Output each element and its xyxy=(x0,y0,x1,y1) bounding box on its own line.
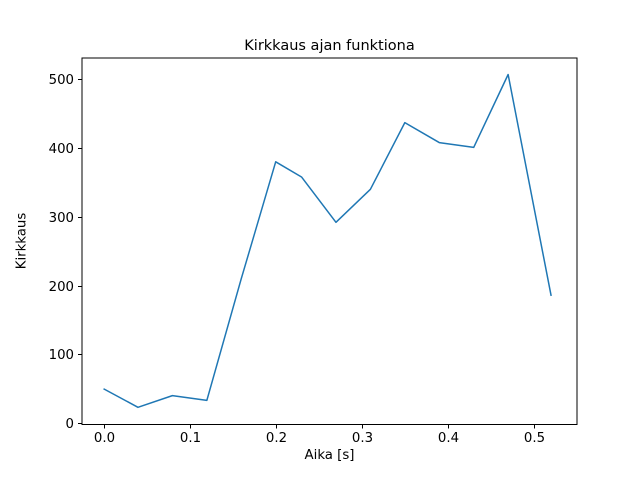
x-tick-label: 0.4 xyxy=(438,431,459,446)
x-tick-label: 0.5 xyxy=(524,431,545,446)
y-tick-label: 300 xyxy=(49,211,74,226)
x-tick-label: 0.2 xyxy=(266,431,287,446)
axes-spines xyxy=(81,57,578,425)
x-axis-label: Aika [s] xyxy=(304,448,355,463)
y-tick-label: 500 xyxy=(49,73,74,88)
y-axis-label: Kirkkaus xyxy=(14,212,30,270)
y-tick-label: 0 xyxy=(66,417,74,432)
x-tick-label: 0.3 xyxy=(352,431,373,446)
x-tick-label: 0.1 xyxy=(180,431,201,446)
chart-title: Kirkkaus ajan funktiona xyxy=(244,38,415,54)
y-tick-label: 400 xyxy=(49,142,74,157)
x-tick-label: 0.0 xyxy=(94,431,115,446)
y-tick-label: 200 xyxy=(49,280,74,295)
data-line-kirkkaus xyxy=(103,73,552,409)
y-tick-label: 100 xyxy=(49,348,74,363)
